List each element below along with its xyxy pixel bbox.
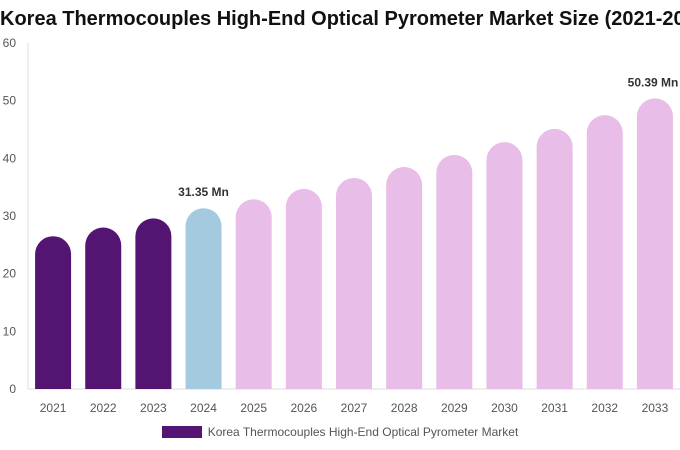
x-tick-label: 2025 [240,401,267,415]
x-tick-label: 2026 [290,401,317,415]
x-tick-label: 2024 [190,401,217,415]
data-label: 31.35 Mn [178,185,229,199]
bar-2027 [336,177,372,389]
x-tick-label: 2032 [591,401,618,415]
chart-title: Korea Thermocouples High-End Optical Pyr… [0,8,680,30]
x-tick-label: 2022 [90,401,117,415]
bar-2032 [586,115,623,390]
y-tick-label: 60 [3,36,17,50]
y-tick-label: 20 [3,267,17,281]
bar-2024 [185,208,222,389]
bar-2028 [386,166,423,389]
x-tick-label: 2023 [140,401,167,415]
bar-2023 [135,218,172,389]
bar-2026 [285,188,322,389]
x-tick-label: 2030 [491,401,518,415]
bar-2031 [536,128,573,389]
y-tick-label: 40 [3,151,17,165]
y-tick-label: 50 [3,94,17,108]
y-tick-label: 0 [9,382,16,396]
bar-2025 [235,199,272,389]
bar-2022 [85,227,122,389]
x-tick-label: 2021 [40,401,67,415]
y-tick-label: 30 [3,209,17,223]
x-tick-label: 2029 [441,401,468,415]
legend-label: Korea Thermocouples High-End Optical Pyr… [207,425,519,439]
x-tick-label: 2033 [642,401,669,415]
y-tick-label: 10 [3,324,17,338]
bar-2029 [436,154,473,389]
x-tick-label: 2028 [391,401,418,415]
bar-2030 [486,142,523,389]
data-label: 50.39 Mn [628,75,679,89]
x-tick-label: 2031 [541,401,568,415]
legend: Korea Thermocouples High-End Optical Pyr… [0,425,680,439]
legend-swatch [161,426,202,438]
bar-2021 [35,236,72,389]
x-tick-label: 2027 [341,401,368,415]
bar-2033 [636,98,673,389]
